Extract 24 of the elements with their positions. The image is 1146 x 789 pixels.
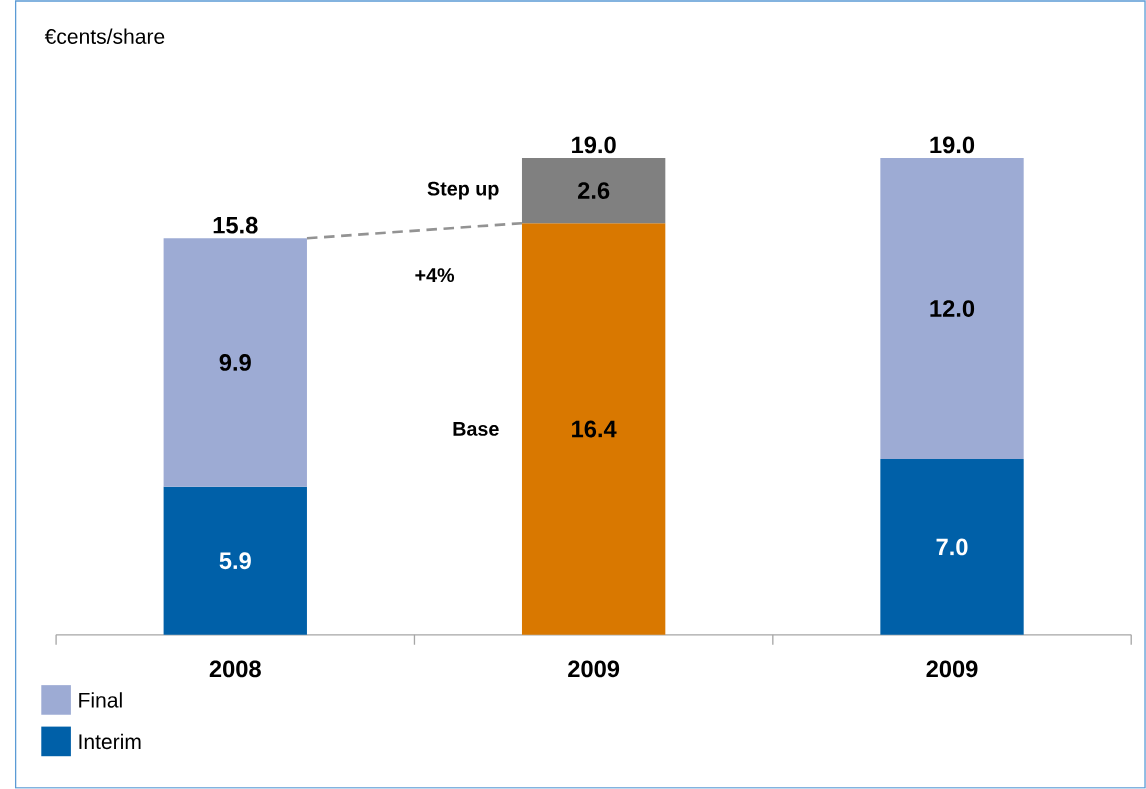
x-tick-label: 2008 — [209, 660, 261, 678]
series-label: Base — [453, 422, 499, 436]
text: €cents/share — [44, 28, 165, 45]
bar — [521, 223, 666, 635]
total-label: 19.0 — [572, 136, 616, 154]
series-label: Step up — [427, 181, 499, 200]
bar — [163, 238, 307, 487]
x-tick-label: 2009 — [568, 660, 620, 678]
total-label: 15.8 — [213, 216, 258, 234]
bar — [880, 459, 1024, 635]
data-label: 16.4 — [572, 420, 617, 438]
legend-label: Interim — [79, 733, 141, 750]
data-label: 12.0 — [930, 300, 975, 317]
data-label: 2.6 — [578, 182, 610, 200]
x-tick-label: 2009 — [926, 660, 978, 678]
bar — [521, 158, 666, 224]
data-label: 9.9 — [219, 354, 251, 371]
bar — [880, 158, 1024, 460]
legend-label: Final — [79, 692, 122, 708]
data-label: 7.0 — [936, 538, 968, 556]
annotation: +4% — [415, 268, 455, 283]
total-label: 19.0 — [930, 136, 975, 154]
bar — [163, 486, 307, 635]
data-label: 5.9 — [219, 552, 251, 570]
